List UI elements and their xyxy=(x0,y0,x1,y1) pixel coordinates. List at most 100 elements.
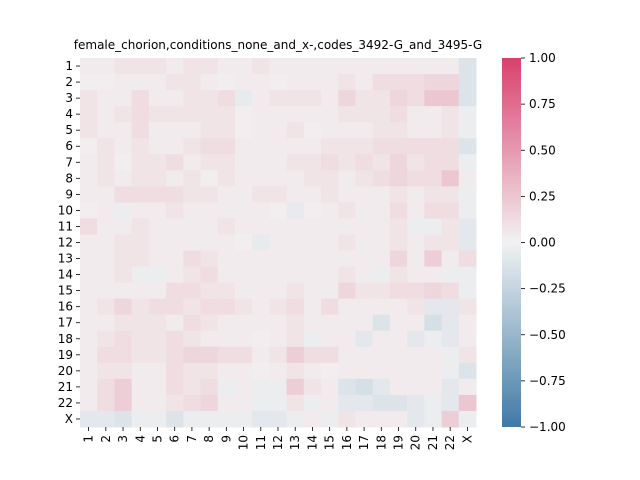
heatmap-cell xyxy=(131,234,150,252)
heatmap-cell xyxy=(80,202,98,219)
heatmap-cell xyxy=(234,122,253,139)
heatmap-cell xyxy=(321,410,339,428)
heatmap-cell xyxy=(252,266,270,284)
heatmap-cell xyxy=(148,250,167,268)
heatmap-cell xyxy=(303,394,322,412)
heatmap-cell xyxy=(303,58,322,75)
heatmap-cell xyxy=(372,90,391,107)
heatmap-cell xyxy=(131,154,150,171)
row-tick-label: 20 xyxy=(58,364,73,378)
heatmap-cell xyxy=(321,154,339,171)
heatmap-cell xyxy=(355,378,374,396)
row-tick-label: 19 xyxy=(58,348,73,362)
heatmap-cell xyxy=(441,362,460,380)
heatmap-cell xyxy=(407,346,425,364)
heatmap-cell xyxy=(458,346,477,364)
heatmap-cell xyxy=(303,314,322,332)
heatmap-cell xyxy=(269,266,288,284)
heatmap-cell xyxy=(458,186,477,203)
heatmap-cell xyxy=(458,58,477,75)
heatmap-cell xyxy=(424,218,443,235)
heatmap-cell xyxy=(424,106,443,123)
heatmap-cell xyxy=(148,330,167,348)
heatmap-cell xyxy=(321,122,339,139)
heatmap-cell xyxy=(217,282,236,300)
heatmap-cell xyxy=(321,218,339,235)
heatmap-cell xyxy=(166,58,184,75)
heatmap-cell xyxy=(389,234,408,252)
heatmap-cell xyxy=(424,314,443,332)
row-tick-label: 10 xyxy=(58,203,73,217)
heatmap-cell xyxy=(200,186,219,203)
heatmap-cell xyxy=(269,202,288,219)
heatmap-cell xyxy=(200,346,219,364)
heatmap-cell xyxy=(338,394,356,412)
heatmap-cell xyxy=(458,74,477,91)
heatmap-cell xyxy=(114,202,133,219)
heatmap-cell xyxy=(148,394,167,412)
heatmap-cell xyxy=(389,202,408,219)
heatmap-cell xyxy=(131,74,150,91)
heatmap-cell xyxy=(114,346,133,364)
heatmap-cell xyxy=(80,90,98,107)
heatmap-cell xyxy=(234,186,253,203)
heatmap-cell xyxy=(252,282,270,300)
heatmap-cell xyxy=(252,394,270,412)
heatmap-cell xyxy=(286,394,305,412)
heatmap-cell xyxy=(200,90,219,107)
heatmap-cell xyxy=(97,218,115,235)
heatmap-cell xyxy=(458,330,477,348)
heatmap-cell xyxy=(252,186,270,203)
heatmap-cell xyxy=(372,202,391,219)
heatmap-cell xyxy=(114,298,133,316)
heatmap-cell xyxy=(200,378,219,396)
heatmap-cell xyxy=(97,314,115,332)
heatmap-cell xyxy=(389,330,408,348)
heatmap-cell xyxy=(303,378,322,396)
heatmap-cell xyxy=(80,410,98,428)
heatmap-cell xyxy=(269,186,288,203)
heatmap-cell xyxy=(286,170,305,187)
heatmap-cell xyxy=(372,282,391,300)
row-tick-label: 11 xyxy=(58,219,73,233)
heatmap-cell xyxy=(148,170,167,187)
heatmap-cell xyxy=(372,410,391,428)
heatmap-cell xyxy=(234,282,253,300)
column-tick-label: 20 xyxy=(409,435,423,450)
heatmap-cell xyxy=(286,186,305,203)
heatmap-cell xyxy=(183,218,202,235)
heatmap-cell xyxy=(131,282,150,300)
heatmap-cell xyxy=(183,122,202,139)
heatmap-cell xyxy=(441,58,460,75)
heatmap-cell xyxy=(252,314,270,332)
heatmap-cell xyxy=(252,170,270,187)
heatmap-cell xyxy=(217,298,236,316)
heatmap-cell xyxy=(389,282,408,300)
heatmap-cell xyxy=(183,154,202,171)
heatmap-cell xyxy=(148,410,167,428)
column-tick-label: 16 xyxy=(340,435,354,450)
heatmap-cell xyxy=(286,218,305,235)
heatmap-cell xyxy=(217,410,236,428)
heatmap-cell xyxy=(200,74,219,91)
heatmap-cell xyxy=(97,154,115,171)
heatmap-cell xyxy=(217,90,236,107)
heatmap-cell xyxy=(148,378,167,396)
heatmap-cell xyxy=(424,298,443,316)
heatmap-cell xyxy=(355,266,374,284)
heatmap-cell xyxy=(286,410,305,428)
heatmap-cell xyxy=(338,330,356,348)
heatmap-cell xyxy=(269,298,288,316)
heatmap-cell xyxy=(389,346,408,364)
heatmap-cell xyxy=(355,154,374,171)
column-tick-label: 22 xyxy=(443,435,457,450)
heatmap-cell xyxy=(338,154,356,171)
heatmap-cell xyxy=(407,234,425,252)
heatmap-cell xyxy=(269,138,288,155)
heatmap-cell xyxy=(424,138,443,155)
heatmap-cell xyxy=(269,218,288,235)
heatmap-cell xyxy=(407,74,425,91)
heatmap-cell xyxy=(338,346,356,364)
heatmap-cell xyxy=(458,378,477,396)
